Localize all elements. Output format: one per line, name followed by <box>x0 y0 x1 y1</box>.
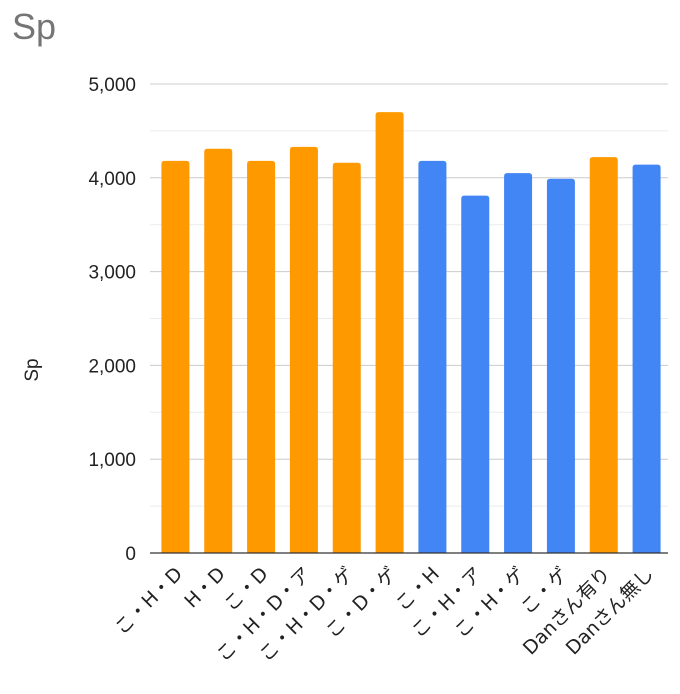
bar <box>289 146 318 553</box>
grid-lines <box>150 83 668 507</box>
bar <box>504 173 533 554</box>
y-tick-label: 3,000 <box>88 263 136 284</box>
y-tick-label: 5,000 <box>88 75 136 96</box>
chart-title: Sp <box>12 6 57 47</box>
bar <box>161 160 190 553</box>
bar <box>589 157 618 553</box>
bar <box>332 162 361 554</box>
bar <box>461 195 490 553</box>
bar <box>546 178 575 553</box>
x-tick-label: H・D <box>180 563 229 612</box>
bar <box>418 160 447 553</box>
bar <box>204 148 233 554</box>
bar <box>375 112 404 553</box>
y-tick-label: 2,000 <box>88 356 136 377</box>
y-tick-label: 0 <box>125 544 136 565</box>
bar <box>247 160 276 553</box>
bars <box>161 112 661 554</box>
y-tick-label: 1,000 <box>88 450 136 471</box>
x-tick-label: こ・H・D <box>111 563 187 639</box>
y-tick-label: 4,000 <box>88 169 136 190</box>
bar <box>632 164 661 553</box>
y-axis-label: Sp <box>22 358 43 381</box>
